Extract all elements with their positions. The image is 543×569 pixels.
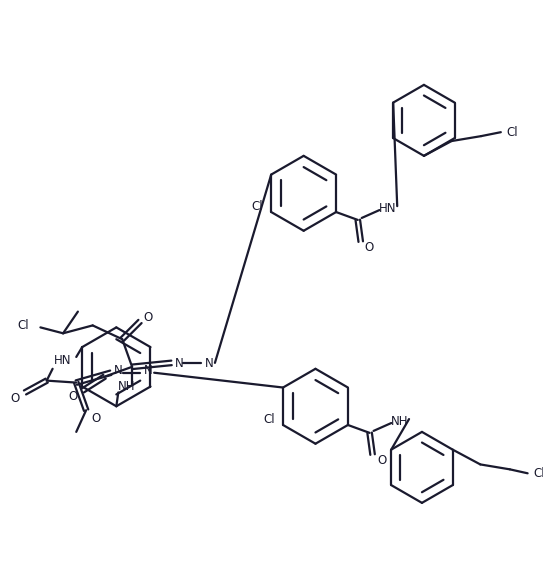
Text: Cl: Cl bbox=[17, 319, 29, 332]
Text: N: N bbox=[114, 364, 123, 377]
Text: N: N bbox=[175, 357, 184, 370]
Text: Cl: Cl bbox=[263, 413, 275, 426]
Text: O: O bbox=[68, 390, 78, 403]
Text: O: O bbox=[143, 311, 153, 324]
Text: NH: NH bbox=[117, 380, 135, 393]
Text: N: N bbox=[205, 357, 213, 370]
Text: O: O bbox=[378, 454, 387, 467]
Text: O: O bbox=[10, 392, 20, 405]
Text: Cl: Cl bbox=[251, 200, 263, 213]
Text: O: O bbox=[91, 411, 100, 424]
Text: NH: NH bbox=[390, 415, 408, 427]
Text: HN: HN bbox=[378, 201, 396, 215]
Text: Cl: Cl bbox=[534, 467, 543, 480]
Text: HN: HN bbox=[54, 354, 71, 368]
Text: O: O bbox=[364, 241, 373, 254]
Text: Cl: Cl bbox=[507, 126, 519, 139]
Text: N: N bbox=[144, 364, 153, 377]
